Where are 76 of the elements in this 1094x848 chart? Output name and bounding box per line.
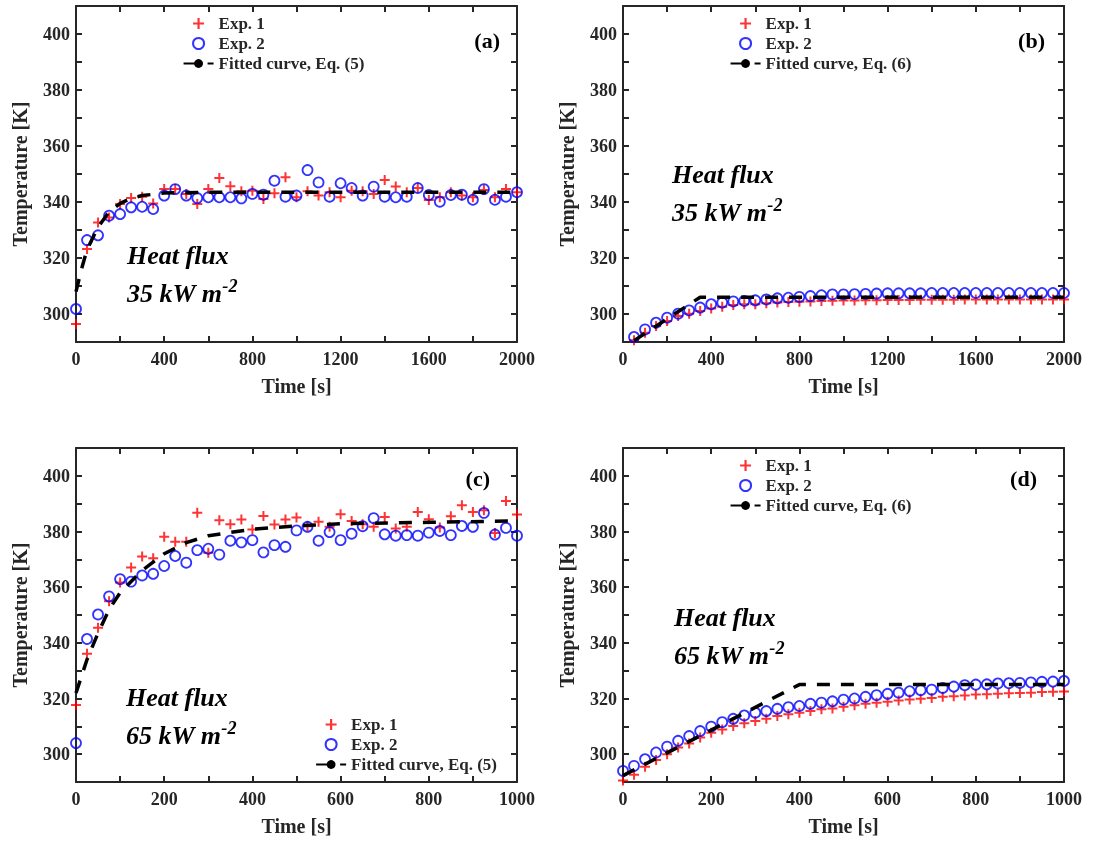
- legend-label: Fitted curve, Eq. (6): [765, 496, 912, 515]
- legend-label: Fitted curve, Eq. (5): [218, 54, 365, 73]
- x-tick-label: 600: [874, 789, 902, 809]
- x-axis-title: Time [s]: [808, 375, 879, 397]
- y-tick-label: 360: [590, 136, 617, 156]
- legend-label: Exp. 1: [218, 14, 265, 33]
- x-tick-label: 2000: [1046, 349, 1082, 369]
- legend-label: Fitted curve, Eq. (6): [765, 54, 912, 73]
- x-tick-label: 1000: [499, 789, 535, 809]
- annotation: Heat flux: [671, 159, 774, 189]
- x-tick-label: 200: [150, 789, 178, 809]
- y-tick-label: 340: [43, 632, 70, 653]
- x-axis-title: Time [s]: [808, 815, 879, 837]
- x-tick-label: 800: [785, 349, 813, 369]
- annotation: Heat flux: [125, 682, 228, 712]
- y-tick-label: 400: [43, 465, 70, 486]
- y-tick-label: 360: [43, 577, 70, 598]
- legend-label: Exp. 2: [351, 735, 398, 754]
- x-tick-label: 800: [962, 789, 990, 809]
- y-tick-label: 340: [43, 192, 70, 212]
- x-tick-label: 400: [150, 349, 178, 369]
- annotation: (c): [465, 465, 490, 491]
- legend-label: Exp. 2: [765, 34, 812, 53]
- legend-label: Exp. 2: [218, 34, 265, 53]
- y-tick-label: 360: [590, 577, 617, 598]
- x-axis-title: Time [s]: [261, 815, 332, 837]
- y-axis-title: Temperature [K]: [556, 101, 579, 247]
- annotation: Heat flux: [126, 240, 229, 270]
- y-tick-label: 400: [590, 24, 617, 44]
- annotation: (b): [1018, 27, 1045, 53]
- legend-label: Exp. 2: [765, 476, 812, 495]
- x-tick-label: 2000: [499, 349, 535, 369]
- legend-label: Exp. 1: [351, 715, 398, 734]
- annotation: (a): [474, 27, 500, 53]
- x-axis-title: Time [s]: [261, 375, 332, 397]
- y-tick-label: 380: [43, 80, 70, 100]
- x-tick-label: 1600: [957, 349, 994, 369]
- x-tick-label: 400: [697, 349, 725, 369]
- y-tick-label: 400: [43, 24, 70, 44]
- y-tick-label: 300: [43, 304, 70, 324]
- x-tick-label: 600: [327, 789, 355, 809]
- y-axis-title: Temperature [K]: [9, 101, 32, 247]
- x-tick-label: 400: [238, 789, 266, 809]
- x-tick-label: 0: [71, 789, 81, 809]
- y-tick-label: 320: [43, 688, 70, 709]
- legend-label: Fitted curve, Eq. (5): [351, 755, 497, 774]
- y-tick-label: 320: [590, 688, 617, 709]
- y-tick-label: 300: [590, 744, 617, 765]
- x-tick-label: 1200: [869, 349, 906, 369]
- x-tick-label: 0: [71, 349, 81, 369]
- y-tick-label: 300: [590, 304, 617, 324]
- y-tick-label: 380: [590, 521, 617, 542]
- y-tick-label: 380: [43, 521, 70, 542]
- legend-label: Exp. 1: [765, 14, 812, 33]
- y-tick-label: 380: [590, 80, 617, 100]
- y-axis-title: Temperature [K]: [9, 542, 32, 688]
- y-tick-label: 360: [43, 136, 70, 156]
- y-tick-label: 400: [590, 465, 617, 486]
- annotation: (d): [1010, 465, 1037, 491]
- y-tick-label: 300: [43, 744, 70, 765]
- x-tick-label: 1200: [322, 349, 359, 369]
- legend-label: Exp. 1: [765, 456, 812, 475]
- x-tick-label: 400: [785, 789, 813, 809]
- x-tick-label: 1600: [410, 349, 447, 369]
- x-tick-label: 200: [697, 789, 725, 809]
- x-tick-label: 800: [415, 789, 443, 809]
- y-tick-label: 320: [590, 248, 617, 268]
- y-tick-label: 320: [43, 248, 70, 268]
- x-tick-label: 1000: [1046, 789, 1082, 809]
- x-tick-label: 800: [238, 349, 266, 369]
- x-tick-label: 0: [618, 789, 628, 809]
- y-tick-label: 340: [590, 632, 617, 653]
- annotation: Heat flux: [673, 602, 776, 632]
- y-tick-label: 340: [590, 192, 617, 212]
- x-tick-label: 0: [618, 349, 628, 369]
- y-axis-title: Temperature [K]: [556, 542, 579, 688]
